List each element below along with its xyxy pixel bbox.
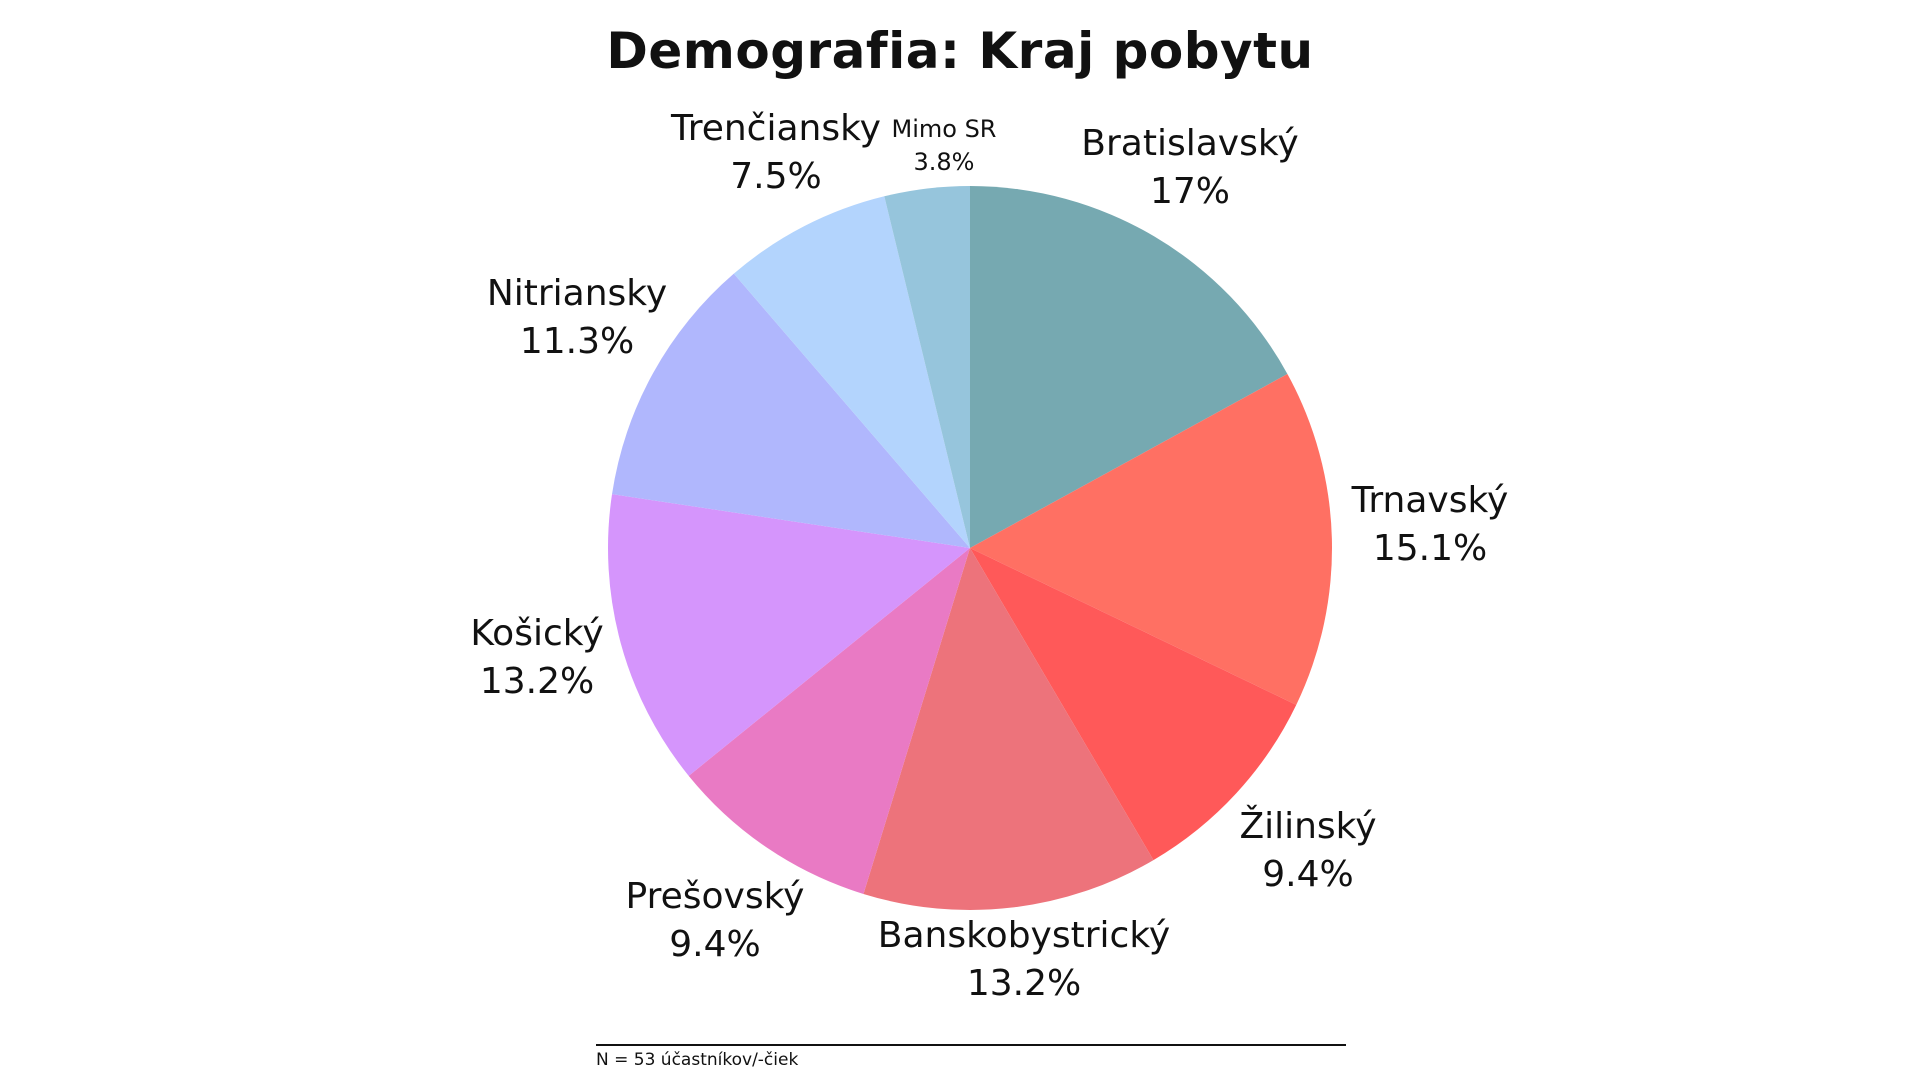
slice-value-presovsky: 9.4% [669, 924, 760, 965]
slice-value-nitriansky: 11.3% [520, 321, 634, 362]
pie-chart: Bratislavský 17% Trnavský 15.1% Žilinský 9.4%… [470, 108, 1508, 1004]
slice-value-zilinsky: 9.4% [1262, 854, 1353, 895]
slice-value-trenciansky: 7.5% [730, 156, 821, 197]
pie-slice-trenciansky [733, 196, 970, 548]
slice-value-kosicky: 13.2% [480, 661, 594, 702]
pie-slice-presovsky [688, 548, 970, 894]
pie-slice-mimo-sr [884, 186, 970, 548]
chart-title: Demografia: Kraj pobytu [606, 22, 1314, 80]
pie-slice-trnavsky [970, 373, 1333, 705]
pie-slice-zilinsky [970, 548, 1297, 861]
slice-label-banskobystricky: Banskobystrický [878, 915, 1170, 956]
footnote-divider [596, 1044, 1346, 1046]
pie-slices [608, 186, 1333, 911]
pie-slice-bratislavsky [970, 186, 1288, 548]
pie-slice-nitriansky [612, 273, 970, 548]
pie-slice-banskobystricky [863, 548, 1154, 911]
slice-label-presovsky: Prešovský [626, 876, 805, 917]
slice-value-trnavsky: 15.1% [1373, 528, 1487, 569]
slice-label-kosicky: Košický [470, 613, 603, 654]
slice-label-trenciansky: Trenčiansky [670, 108, 881, 149]
pie-labels: Bratislavský 17% Trnavský 15.1% Žilinský 9.4%… [470, 108, 1508, 1004]
slice-label-nitriansky: Nitriansky [487, 273, 667, 314]
slice-value-banskobystricky: 13.2% [967, 963, 1081, 1004]
footnote: N = 53 účastníkov/-čiek [596, 1050, 799, 1070]
pie-slice-kosicky [608, 494, 970, 776]
slice-value-bratislavsky: 17% [1150, 171, 1230, 212]
slice-label-zilinsky: Žilinský [1239, 805, 1376, 847]
slice-label-mimo-sr: Mimo SR [892, 115, 997, 143]
slice-label-trnavsky: Trnavský [1351, 480, 1509, 521]
slice-value-mimo-sr: 3.8% [914, 148, 975, 176]
slice-label-bratislavsky: Bratislavský [1081, 123, 1298, 164]
